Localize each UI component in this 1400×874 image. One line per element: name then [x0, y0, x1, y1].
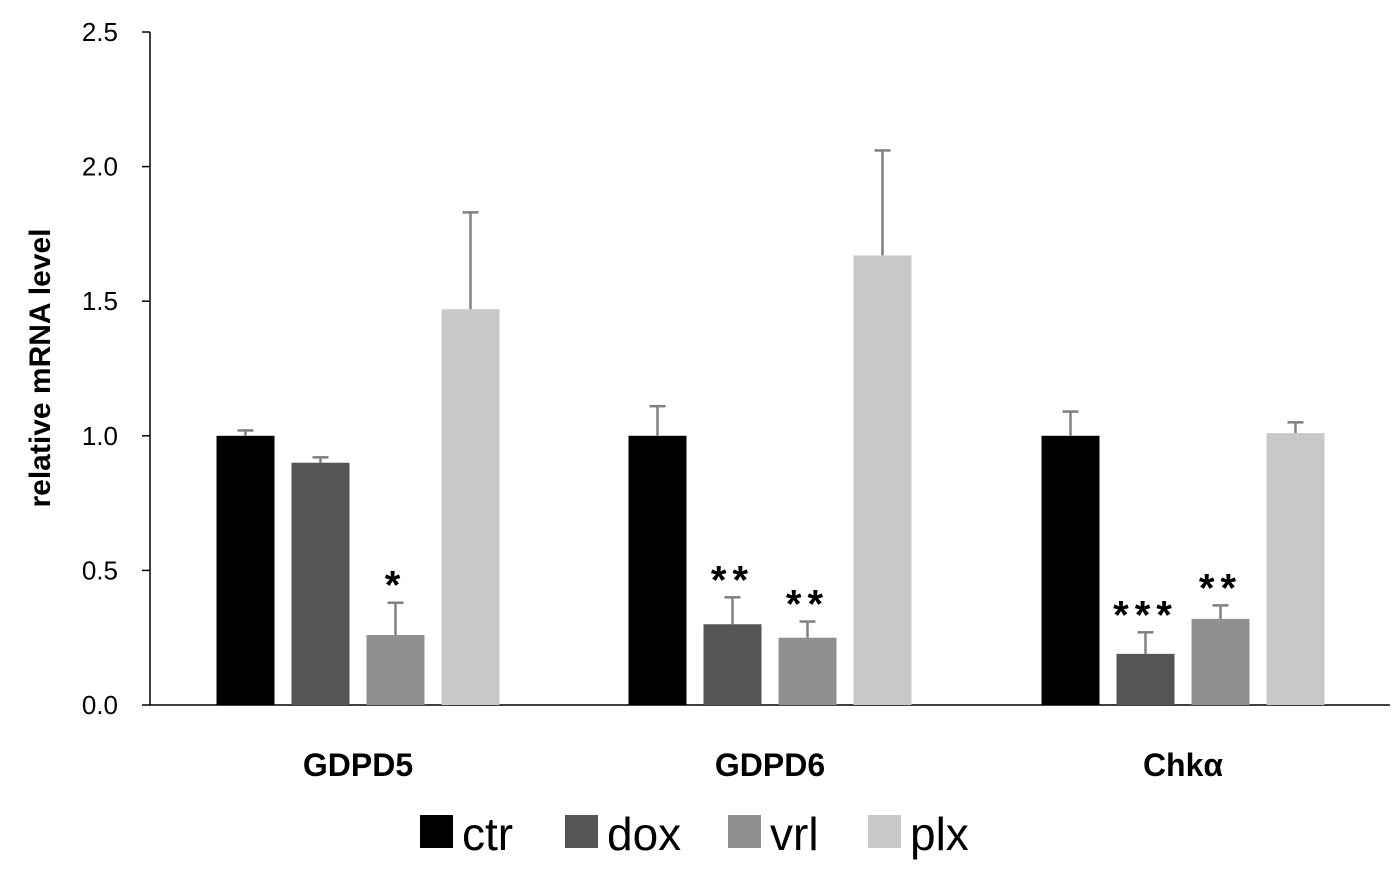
bar-ctr [628, 435, 687, 705]
y-axis-label: relative mRNA level [24, 228, 57, 507]
bar-vrl [778, 637, 837, 705]
legend-label-ctr: ctr [462, 808, 513, 860]
bar-vrl [366, 635, 425, 705]
legend-swatch-ctr [420, 815, 453, 848]
legend: ctr dox vrl plx [420, 808, 969, 860]
bar-plx [441, 309, 500, 705]
bar-dox [291, 462, 350, 705]
significance-markers: * **** ***** [385, 558, 1242, 637]
bar-dox [1116, 653, 1175, 705]
y-tick-label: 1.0 [82, 421, 118, 451]
error-bars [237, 149, 1304, 654]
y-tick-label: 0.0 [82, 690, 118, 720]
significance-marker: *** [1113, 593, 1178, 637]
bar-vrl [1191, 618, 1250, 705]
bars [216, 255, 1325, 705]
category-label: GDPD5 [303, 747, 413, 783]
y-tick-label: 1.5 [82, 286, 118, 316]
bar-plx [1266, 433, 1325, 705]
bar-dox [703, 624, 762, 705]
legend-label-dox: dox [607, 808, 681, 860]
category-label: GDPD6 [715, 747, 825, 783]
bar-ctr [216, 435, 275, 705]
significance-marker: ** [1199, 566, 1242, 610]
y-tick-label: 2.0 [82, 152, 118, 182]
significance-marker: ** [711, 558, 754, 602]
legend-swatch-dox [565, 815, 598, 848]
category-label: Chkα [1143, 747, 1223, 783]
bar-plx [853, 255, 912, 705]
significance-marker: ** [786, 583, 829, 627]
legend-label-vrl: vrl [770, 808, 819, 860]
legend-swatch-vrl [728, 815, 761, 848]
significance-marker: * [385, 564, 407, 608]
y-tick-label: 2.5 [82, 17, 118, 47]
y-axis: 0.0 0.5 1.0 1.5 2.0 2.5 [82, 17, 151, 720]
category-labels: GDPD5 GDPD6 Chkα [303, 747, 1224, 783]
bar-ctr [1041, 435, 1100, 705]
legend-swatch-plx [868, 815, 901, 848]
y-tick-label: 0.5 [82, 555, 118, 585]
legend-label-plx: plx [910, 808, 969, 860]
